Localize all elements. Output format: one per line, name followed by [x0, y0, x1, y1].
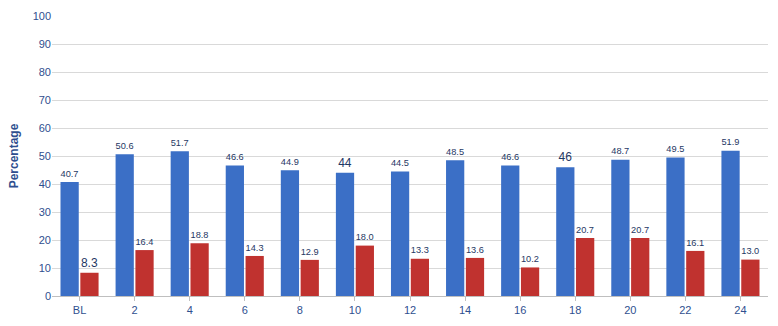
svg-text:44: 44 — [338, 156, 352, 170]
svg-text:8: 8 — [297, 304, 303, 316]
svg-text:16.4: 16.4 — [135, 237, 153, 247]
svg-text:20.7: 20.7 — [576, 225, 594, 235]
svg-text:4: 4 — [187, 304, 193, 316]
svg-text:80: 80 — [39, 66, 51, 78]
svg-text:44.9: 44.9 — [281, 157, 299, 167]
svg-text:30: 30 — [39, 206, 51, 218]
svg-text:20.7: 20.7 — [631, 225, 649, 235]
svg-text:48.5: 48.5 — [446, 147, 464, 157]
svg-text:49.5: 49.5 — [666, 144, 684, 154]
svg-text:18.0: 18.0 — [356, 232, 374, 242]
svg-text:46.6: 46.6 — [501, 152, 519, 162]
svg-text:22: 22 — [679, 304, 691, 316]
svg-text:12.9: 12.9 — [301, 247, 319, 257]
svg-text:51.7: 51.7 — [171, 138, 189, 148]
svg-text:0: 0 — [45, 290, 51, 302]
svg-text:20: 20 — [39, 234, 51, 246]
svg-text:10.2: 10.2 — [521, 254, 539, 264]
svg-text:46.6: 46.6 — [226, 152, 244, 162]
svg-text:40.7: 40.7 — [61, 169, 79, 179]
svg-text:6: 6 — [242, 304, 248, 316]
svg-text:13.0: 13.0 — [741, 246, 759, 256]
svg-text:90: 90 — [39, 38, 51, 50]
svg-text:2: 2 — [132, 304, 138, 316]
svg-text:16: 16 — [514, 304, 526, 316]
svg-text:13.3: 13.3 — [411, 245, 429, 255]
svg-text:10: 10 — [39, 262, 51, 274]
svg-text:16.1: 16.1 — [686, 238, 704, 248]
svg-text:48.7: 48.7 — [611, 146, 629, 156]
svg-text:20: 20 — [624, 304, 636, 316]
svg-text:14: 14 — [459, 304, 471, 316]
svg-text:BL: BL — [73, 304, 86, 316]
svg-text:13.6: 13.6 — [466, 245, 484, 255]
svg-text:12: 12 — [404, 304, 416, 316]
svg-text:10: 10 — [349, 304, 361, 316]
svg-text:50: 50 — [39, 150, 51, 162]
svg-text:51.9: 51.9 — [721, 137, 739, 147]
svg-text:40: 40 — [39, 178, 51, 190]
svg-text:8.3: 8.3 — [81, 256, 98, 270]
svg-text:60: 60 — [39, 122, 51, 134]
svg-text:18.8: 18.8 — [190, 230, 208, 240]
svg-text:46: 46 — [558, 150, 572, 164]
svg-text:100: 100 — [33, 10, 51, 22]
svg-text:44.5: 44.5 — [391, 158, 409, 168]
svg-text:14.3: 14.3 — [246, 243, 264, 253]
svg-text:50.6: 50.6 — [116, 141, 134, 151]
svg-text:70: 70 — [39, 94, 51, 106]
svg-text:Percentage: Percentage — [7, 123, 21, 188]
svg-text:18: 18 — [569, 304, 581, 316]
svg-text:24: 24 — [734, 304, 746, 316]
